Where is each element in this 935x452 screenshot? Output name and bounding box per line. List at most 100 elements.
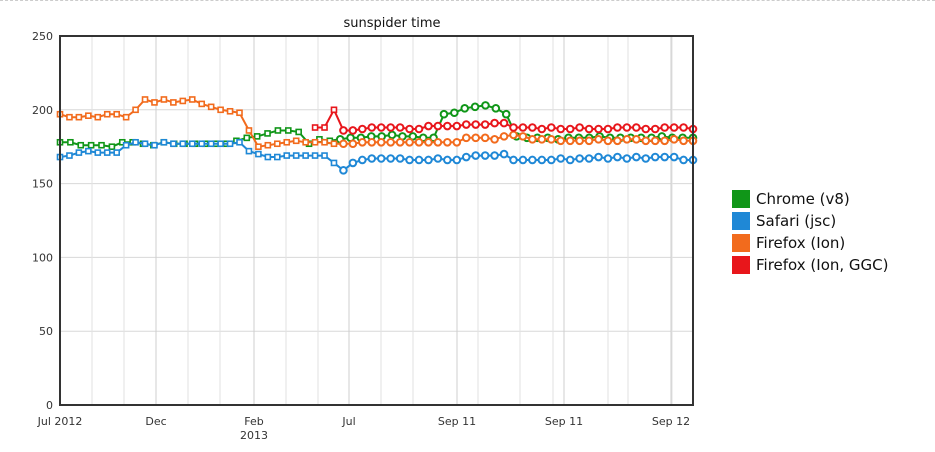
data-point[interactable] (264, 141, 272, 149)
data-point[interactable] (245, 147, 253, 155)
data-point[interactable] (405, 155, 414, 165)
data-point[interactable] (603, 154, 613, 163)
data-point[interactable] (367, 137, 377, 147)
data-point[interactable] (632, 135, 641, 144)
data-point[interactable] (501, 109, 511, 119)
data-point[interactable] (160, 138, 168, 146)
data-point[interactable] (207, 103, 215, 111)
data-point[interactable] (330, 159, 338, 167)
data-point[interactable] (471, 151, 481, 160)
data-point[interactable] (546, 135, 556, 144)
data-point[interactable] (236, 138, 243, 146)
data-point[interactable] (321, 124, 328, 131)
data-point[interactable] (480, 120, 490, 129)
data-point[interactable] (226, 107, 234, 115)
data-point[interactable] (528, 155, 537, 165)
data-point[interactable] (584, 154, 594, 163)
data-point[interactable] (358, 137, 367, 147)
data-point[interactable] (339, 166, 348, 175)
data-point[interactable] (85, 147, 92, 155)
data-point[interactable] (433, 137, 443, 147)
data-point[interactable] (546, 123, 556, 132)
data-point[interactable] (603, 136, 613, 146)
data-point[interactable] (565, 136, 575, 146)
data-point[interactable] (424, 155, 433, 165)
data-point[interactable] (264, 153, 272, 161)
legend-item-firefox-ion[interactable]: Firefox (Ion) (732, 232, 888, 254)
data-point[interactable] (367, 154, 377, 163)
data-point[interactable] (77, 141, 85, 149)
data-point[interactable] (470, 102, 480, 112)
data-point[interactable] (518, 123, 528, 132)
data-point[interactable] (283, 152, 291, 159)
data-point[interactable] (348, 139, 358, 149)
data-point[interactable] (170, 140, 177, 148)
data-point[interactable] (679, 136, 688, 146)
data-point[interactable] (481, 101, 490, 110)
data-point[interactable] (424, 121, 433, 131)
data-point[interactable] (113, 149, 120, 156)
data-point[interactable] (660, 123, 669, 132)
data-point[interactable] (565, 124, 575, 134)
data-point[interactable] (499, 118, 509, 128)
data-point[interactable] (650, 124, 660, 134)
data-point[interactable] (452, 155, 462, 165)
data-point[interactable] (660, 152, 669, 162)
data-point[interactable] (108, 143, 116, 150)
data-point[interactable] (283, 138, 291, 146)
data-point[interactable] (414, 124, 424, 134)
data-point[interactable] (311, 152, 319, 159)
data-point[interactable] (273, 153, 281, 161)
data-point[interactable] (594, 135, 603, 144)
data-point[interactable] (439, 109, 449, 119)
data-point[interactable] (170, 99, 177, 106)
legend-item-chrome[interactable]: Chrome (v8) (732, 188, 888, 210)
data-point[interactable] (358, 124, 367, 134)
data-point[interactable] (641, 136, 651, 146)
data-point[interactable] (528, 135, 537, 144)
data-point[interactable] (414, 137, 424, 147)
data-point[interactable] (141, 140, 149, 148)
data-point[interactable] (292, 152, 300, 159)
data-point[interactable] (509, 130, 518, 140)
data-point[interactable] (650, 152, 660, 162)
data-point[interactable] (452, 137, 462, 147)
data-point[interactable] (452, 121, 462, 131)
data-point[interactable] (405, 124, 414, 134)
data-point[interactable] (632, 152, 641, 162)
data-point[interactable] (330, 140, 338, 148)
data-point[interactable] (236, 109, 243, 117)
data-point[interactable] (622, 154, 632, 163)
data-point[interactable] (443, 121, 452, 131)
data-point[interactable] (641, 154, 651, 163)
data-point[interactable] (424, 137, 433, 147)
data-point[interactable] (613, 152, 622, 162)
data-point[interactable] (151, 99, 158, 106)
data-point[interactable] (575, 154, 584, 163)
data-point[interactable] (188, 96, 196, 103)
data-point[interactable] (255, 150, 262, 158)
data-point[interactable] (217, 106, 224, 114)
data-point[interactable] (669, 135, 679, 144)
data-point[interactable] (376, 123, 386, 132)
data-point[interactable] (253, 133, 261, 140)
data-point[interactable] (584, 124, 594, 134)
data-point[interactable] (641, 124, 651, 134)
data-point[interactable] (433, 154, 443, 163)
data-point[interactable] (632, 123, 641, 132)
data-point[interactable] (556, 136, 566, 146)
data-point[interactable] (295, 128, 302, 136)
data-point[interactable] (284, 127, 292, 134)
data-point[interactable] (395, 137, 405, 147)
data-point[interactable] (348, 158, 358, 168)
data-point[interactable] (321, 138, 328, 146)
data-point[interactable] (433, 121, 443, 131)
data-point[interactable] (113, 110, 120, 118)
data-point[interactable] (376, 137, 386, 147)
data-point[interactable] (179, 140, 187, 148)
data-point[interactable] (274, 127, 282, 134)
data-point[interactable] (226, 140, 234, 148)
data-point[interactable] (490, 135, 499, 144)
data-point[interactable] (217, 140, 224, 148)
data-point[interactable] (537, 124, 547, 134)
